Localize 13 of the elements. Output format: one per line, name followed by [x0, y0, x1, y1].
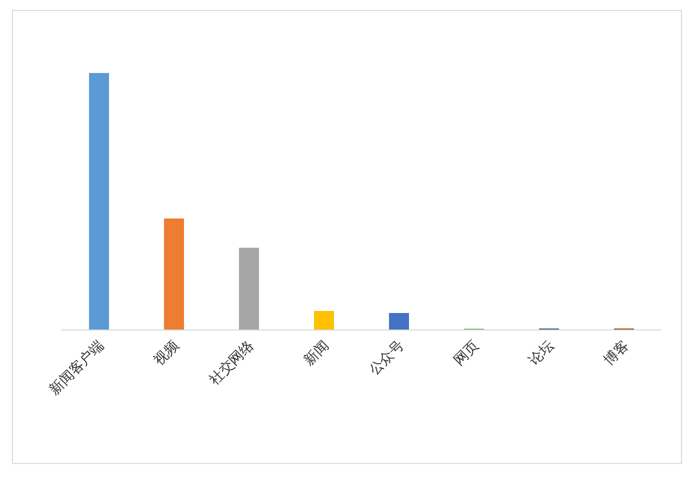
x-tick-label: 博客 — [601, 338, 632, 369]
x-tick-label: 论坛 — [526, 338, 558, 369]
x-tick-label: 公众号 — [366, 338, 408, 379]
x-tick-label: 视频 — [151, 338, 182, 369]
bar — [389, 313, 409, 330]
x-tick-label: 新闻客户端 — [46, 338, 108, 398]
bar — [239, 248, 259, 330]
x-tick-label: 社交网络 — [206, 338, 258, 388]
x-tick-label: 新闻 — [301, 338, 332, 369]
x-tick-label: 网页 — [451, 338, 482, 369]
bar — [164, 218, 184, 330]
bar — [314, 310, 334, 330]
bar — [89, 73, 109, 330]
